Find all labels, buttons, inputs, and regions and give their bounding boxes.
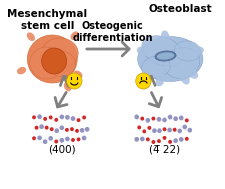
Circle shape bbox=[77, 118, 81, 122]
Circle shape bbox=[134, 115, 139, 119]
Ellipse shape bbox=[142, 56, 170, 78]
Circle shape bbox=[147, 126, 151, 130]
Circle shape bbox=[142, 129, 146, 133]
Circle shape bbox=[37, 136, 42, 140]
Circle shape bbox=[151, 117, 155, 121]
Ellipse shape bbox=[157, 52, 174, 60]
Circle shape bbox=[42, 48, 67, 74]
Circle shape bbox=[71, 116, 75, 121]
Circle shape bbox=[75, 129, 79, 133]
Circle shape bbox=[65, 115, 70, 120]
Circle shape bbox=[54, 118, 58, 122]
Circle shape bbox=[167, 128, 172, 132]
Circle shape bbox=[43, 117, 47, 121]
Circle shape bbox=[187, 128, 192, 132]
Text: (4̅ 22): (4̅ 22) bbox=[149, 144, 180, 154]
Circle shape bbox=[173, 116, 178, 121]
Ellipse shape bbox=[164, 48, 200, 78]
Circle shape bbox=[39, 124, 44, 129]
Circle shape bbox=[146, 118, 150, 123]
Ellipse shape bbox=[161, 30, 170, 44]
Circle shape bbox=[140, 117, 144, 121]
Circle shape bbox=[168, 115, 172, 119]
Ellipse shape bbox=[187, 67, 198, 79]
Circle shape bbox=[80, 128, 84, 133]
Circle shape bbox=[70, 127, 74, 131]
Circle shape bbox=[43, 139, 47, 144]
Circle shape bbox=[85, 127, 90, 132]
Circle shape bbox=[152, 128, 157, 133]
Ellipse shape bbox=[64, 82, 71, 91]
Circle shape bbox=[136, 73, 151, 89]
Circle shape bbox=[54, 128, 59, 133]
Circle shape bbox=[49, 115, 53, 119]
Circle shape bbox=[179, 137, 184, 142]
Circle shape bbox=[182, 125, 187, 129]
Circle shape bbox=[146, 137, 150, 141]
Circle shape bbox=[163, 136, 166, 140]
Circle shape bbox=[151, 140, 155, 144]
Ellipse shape bbox=[27, 35, 77, 83]
Ellipse shape bbox=[138, 36, 203, 81]
Ellipse shape bbox=[27, 32, 35, 41]
Circle shape bbox=[173, 128, 177, 132]
Ellipse shape bbox=[42, 38, 78, 68]
Circle shape bbox=[134, 137, 139, 142]
Circle shape bbox=[65, 128, 69, 132]
Circle shape bbox=[157, 117, 161, 122]
Text: Osteoblast: Osteoblast bbox=[148, 4, 212, 14]
Ellipse shape bbox=[156, 73, 165, 86]
Circle shape bbox=[140, 137, 145, 141]
Circle shape bbox=[168, 140, 172, 144]
Ellipse shape bbox=[48, 51, 75, 77]
Circle shape bbox=[162, 118, 167, 122]
Ellipse shape bbox=[17, 67, 26, 74]
Circle shape bbox=[35, 126, 38, 130]
Circle shape bbox=[77, 137, 81, 141]
Ellipse shape bbox=[180, 72, 190, 84]
Ellipse shape bbox=[70, 31, 79, 40]
Circle shape bbox=[179, 115, 184, 120]
Circle shape bbox=[163, 127, 166, 131]
Ellipse shape bbox=[30, 47, 63, 79]
Circle shape bbox=[82, 115, 86, 119]
Circle shape bbox=[157, 128, 162, 133]
Circle shape bbox=[60, 115, 64, 119]
Circle shape bbox=[32, 136, 36, 140]
Circle shape bbox=[60, 138, 64, 143]
Ellipse shape bbox=[191, 47, 204, 56]
Circle shape bbox=[178, 129, 182, 133]
Circle shape bbox=[50, 127, 54, 131]
Circle shape bbox=[60, 125, 64, 130]
Circle shape bbox=[173, 138, 178, 143]
Circle shape bbox=[157, 139, 161, 143]
Text: (400): (400) bbox=[48, 144, 76, 154]
Circle shape bbox=[82, 136, 86, 140]
Circle shape bbox=[32, 115, 36, 119]
Ellipse shape bbox=[142, 36, 183, 66]
Circle shape bbox=[137, 125, 141, 129]
Ellipse shape bbox=[74, 70, 83, 78]
Circle shape bbox=[65, 136, 70, 141]
Circle shape bbox=[54, 139, 58, 143]
Circle shape bbox=[185, 119, 189, 122]
Ellipse shape bbox=[155, 51, 176, 61]
Circle shape bbox=[37, 114, 42, 119]
Circle shape bbox=[185, 137, 189, 141]
Ellipse shape bbox=[137, 47, 150, 56]
Text: Mesenchymal
stem cell: Mesenchymal stem cell bbox=[7, 9, 88, 31]
Ellipse shape bbox=[174, 41, 201, 61]
Circle shape bbox=[71, 138, 75, 142]
Text: Osteogenic
differentiation: Osteogenic differentiation bbox=[72, 21, 153, 43]
Circle shape bbox=[48, 136, 53, 141]
Circle shape bbox=[45, 126, 49, 130]
Circle shape bbox=[67, 73, 82, 89]
